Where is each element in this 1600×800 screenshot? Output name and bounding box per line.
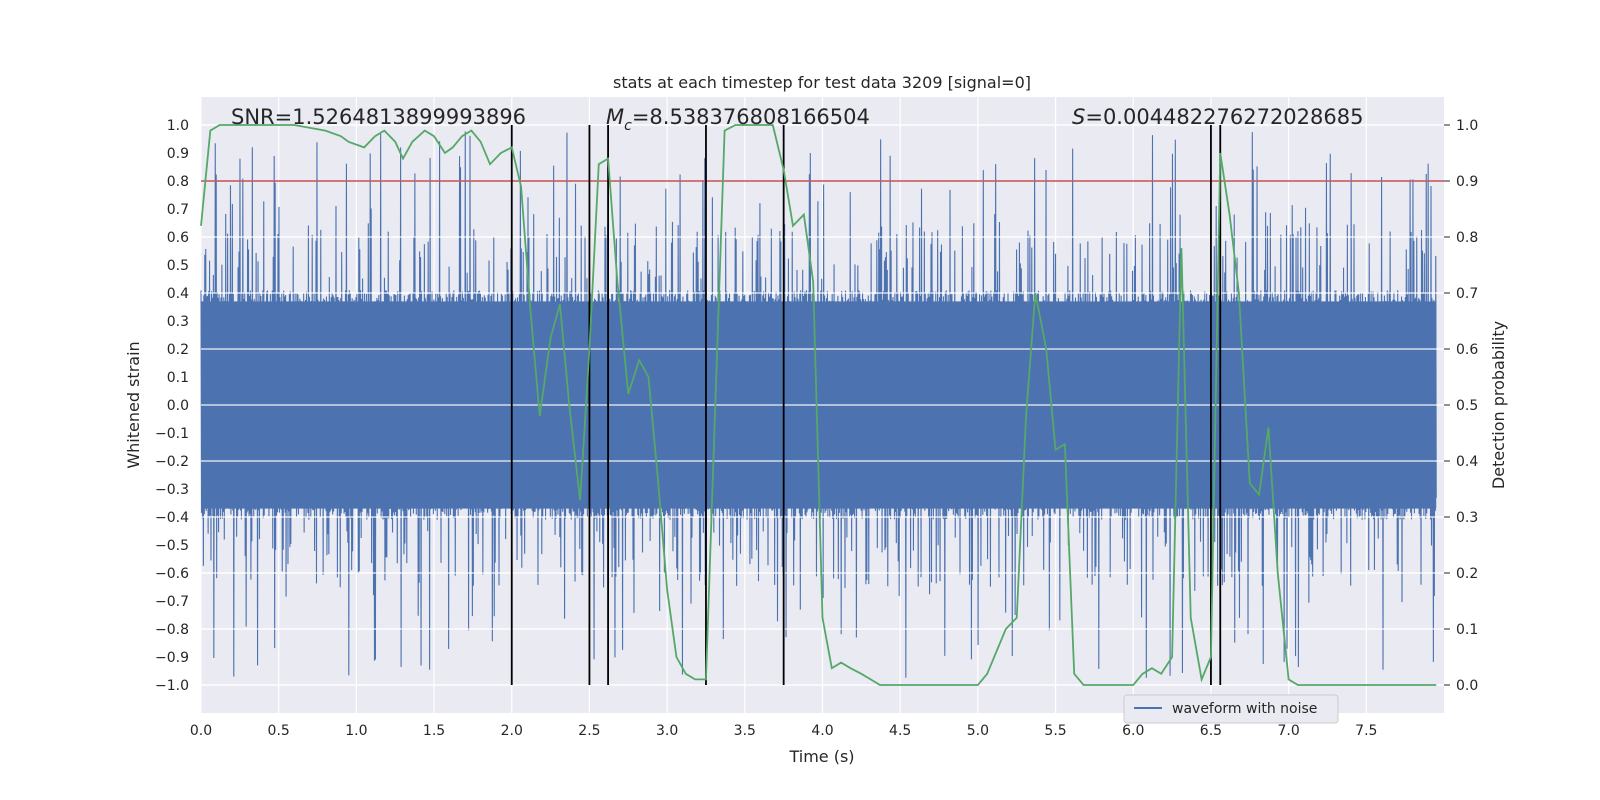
- y-right-tick-label: 0.3: [1456, 510, 1478, 526]
- y-left-tick-label: 0.0: [167, 398, 189, 414]
- y-right-tick-label: 0.7: [1456, 286, 1478, 302]
- y-left-tick-label: −0.3: [155, 482, 189, 498]
- legend: waveform with noise: [1123, 694, 1339, 724]
- y-right-tick-label: 0.9: [1456, 174, 1478, 190]
- chirp-mass-symbol: M: [606, 105, 624, 129]
- probability-line: [200, 124, 1437, 686]
- x-tick-label: 5.0: [967, 723, 989, 739]
- x-tick-label: 3.5: [734, 723, 756, 739]
- x-axis-label: Time (s): [788, 747, 854, 766]
- y-right-tick-label: 0.8: [1456, 230, 1478, 246]
- vertical-markers: [510, 125, 1222, 685]
- x-tick-label: 6.5: [1200, 723, 1222, 739]
- y-left-tick-label: 0.2: [167, 342, 189, 358]
- x-tick-label: 7.5: [1355, 723, 1377, 739]
- chirp-mass-annotation: Mc=8.538376808166504: [606, 105, 870, 134]
- chart-title: stats at each timestep for test data 320…: [613, 73, 1031, 92]
- y-left-tick-label: −0.2: [155, 454, 189, 470]
- snr-annotation: SNR=1.5264813899993896: [231, 105, 526, 129]
- x-tick-label: 3.0: [656, 723, 678, 739]
- legend-box: [1123, 694, 1339, 724]
- chirp-mass-subscript: c: [624, 118, 632, 134]
- x-tick-label: 2.0: [501, 723, 523, 739]
- x-tick-label: 6.0: [1122, 723, 1144, 739]
- x-tick-label: 1.0: [345, 723, 367, 739]
- y-right-tick-label: 1.0: [1456, 118, 1478, 134]
- y-left-tick-label: 0.7: [167, 202, 189, 218]
- x-tick-label: 7.0: [1277, 723, 1299, 739]
- y-right-axis-ticks: 1.0 0.9 0.8 0.7 0.6 0.5 0.4 0.3 0.2 0.1 0.0: [1444, 118, 1478, 694]
- y-left-tick-label: −0.7: [155, 594, 189, 610]
- y-right-tick-label: 0.6: [1456, 342, 1478, 358]
- y-left-tick-label: 0.3: [167, 314, 189, 330]
- y-left-tick-label: 0.5: [167, 258, 189, 274]
- y-left-tick-label: −0.5: [155, 538, 189, 554]
- legend-label: waveform with noise: [1172, 701, 1317, 717]
- chirp-mass-value: =8.538376808166504: [632, 105, 870, 129]
- y-right-tick-label: 0.4: [1456, 454, 1478, 470]
- y-left-axis-label: Whitened strain: [124, 341, 143, 468]
- y-left-tick-label: 0.8: [167, 174, 189, 190]
- y-left-tick-label: −0.4: [155, 510, 189, 526]
- probability-layer: [200, 124, 1437, 686]
- x-tick-label: 0.0: [190, 723, 212, 739]
- x-tick-label: 4.0: [811, 723, 833, 739]
- y-left-tick-label: 0.6: [167, 230, 189, 246]
- s-value: =0.004482276272028685: [1085, 105, 1363, 129]
- y-left-tick-label: 0.1: [167, 370, 189, 386]
- y-left-tick-label: −0.1: [155, 426, 189, 442]
- y-right-tick-label: 0.1: [1456, 622, 1478, 638]
- x-tick-label: 0.5: [268, 723, 290, 739]
- y-left-tick-label: −1.0: [155, 678, 189, 694]
- x-tick-label: 4.5: [889, 723, 911, 739]
- y-left-tick-label: −0.9: [155, 650, 189, 666]
- y-left-tick-label: −0.8: [155, 622, 189, 638]
- y-right-tick-label: 0.2: [1456, 566, 1478, 582]
- y-left-axis-ticks: 1.0 0.9 0.8 0.7 0.6 0.5 0.4 0.3 0.2 0.1 0.0 −0.1 −0.…: [155, 118, 189, 694]
- y-left-tick-label: 1.0: [167, 118, 189, 134]
- y-left-tick-label: −0.6: [155, 566, 189, 582]
- s-symbol: S: [1072, 105, 1085, 129]
- y-left-tick-label: 0.9: [167, 146, 189, 162]
- y-right-tick-label: 0.5: [1456, 398, 1478, 414]
- x-tick-label: 2.5: [578, 723, 600, 739]
- x-tick-label: 5.5: [1044, 723, 1066, 739]
- x-axis-ticks: 0.0 0.5 1.0 1.5 2.0 2.5 3.0 3.5 4.0 4.5 5.0 5.5 6.0 6…: [190, 723, 1378, 739]
- s-annotation: S=0.004482276272028685: [1072, 105, 1363, 129]
- y-right-tick-label: 0.0: [1456, 678, 1478, 694]
- y-right-axis-label: Detection probability: [1489, 321, 1508, 489]
- x-tick-label: 1.5: [423, 723, 445, 739]
- y-left-tick-label: 0.4: [167, 286, 189, 302]
